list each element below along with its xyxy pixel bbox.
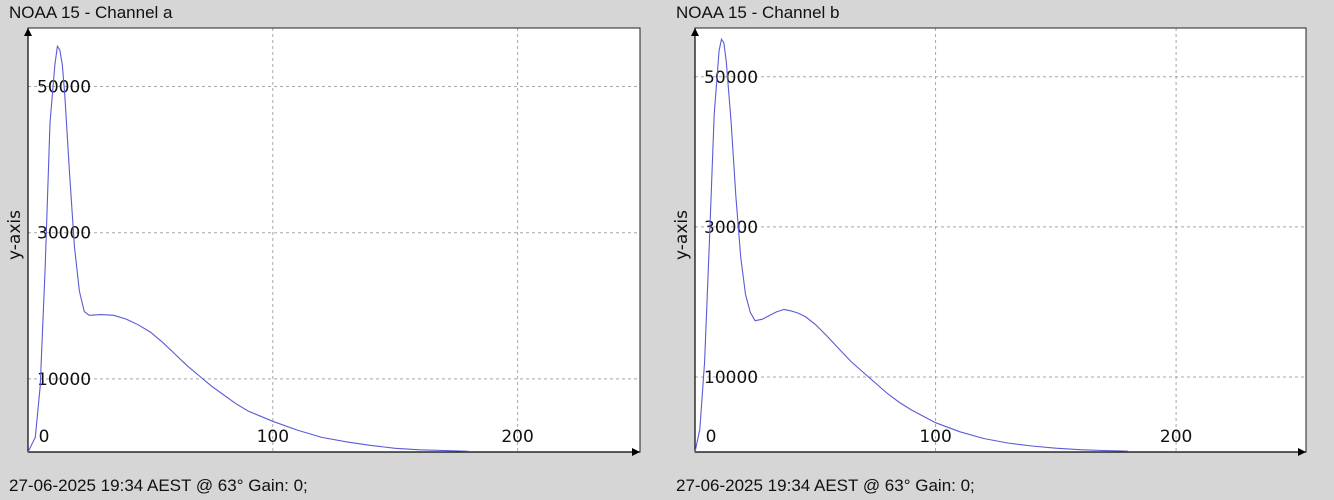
series-line	[694, 37, 1129, 453]
histogram-chart-channel-b: 0 100 200 10000 30000 50000 y-axis	[672, 27, 1307, 456]
x-tick-label: 100	[919, 427, 951, 447]
chart-panel-channel-a: NOAA 15 - Channel a 0 100 200 10000 30000 500…	[5, 3, 641, 495]
y-axis-arrow-icon	[691, 28, 699, 36]
chart-footer-status: 27-06-2025 19:34 AEST @ 63° Gain: 0;	[676, 476, 975, 495]
chart-footer-status: 27-06-2025 19:34 AEST @ 63° Gain: 0;	[9, 476, 308, 495]
chart-title: NOAA 15 - Channel b	[676, 3, 840, 22]
x-tick-label: 0	[706, 427, 717, 447]
x-tick-label: 100	[257, 427, 289, 447]
x-tick-label: 200	[1160, 427, 1192, 447]
chart-title: NOAA 15 - Channel a	[9, 3, 173, 22]
plot-area	[28, 28, 640, 452]
y-axis-label: y-axis	[672, 210, 692, 260]
y-tick-label: 30000	[37, 224, 91, 244]
x-axis-arrow-icon	[1298, 448, 1306, 456]
y-tick-label: 30000	[704, 218, 758, 238]
y-axis-label: y-axis	[5, 210, 25, 260]
y-tick-label: 10000	[37, 370, 91, 390]
y-tick-label: 10000	[704, 368, 758, 388]
y-tick-label: 50000	[704, 68, 758, 88]
series-line	[27, 44, 469, 453]
x-tick-label: 200	[501, 427, 533, 447]
y-axis-arrow-icon	[24, 28, 32, 36]
x-tick-label: 0	[39, 427, 50, 447]
plot-area	[695, 28, 1306, 452]
x-axis-arrow-icon	[632, 448, 640, 456]
chart-panel-channel-b: NOAA 15 - Channel b 0 100 200 10000 30000 500…	[667, 0, 1334, 500]
